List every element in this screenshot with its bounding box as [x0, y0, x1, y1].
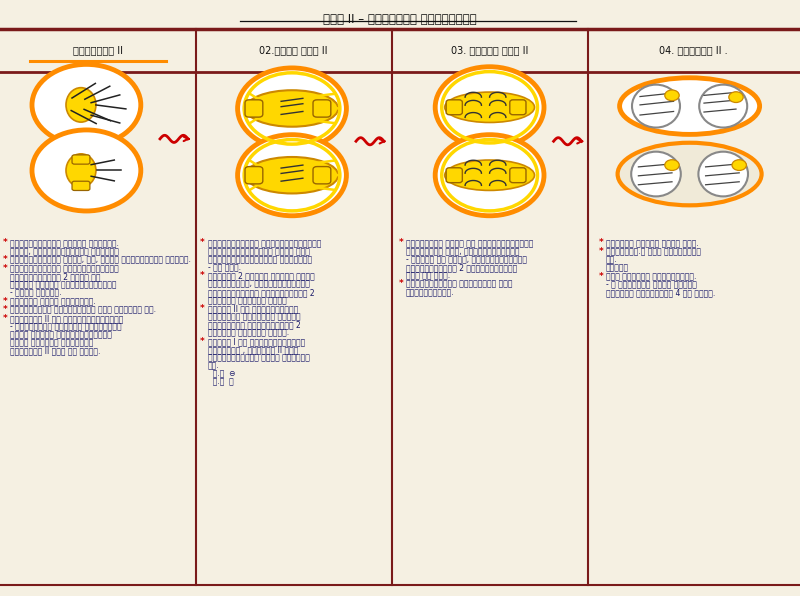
- Text: දැල්ල්ය.ෛ ගලි ළර්හොද්‍ය: දැල්ල්ය.ෛ ගලි ළර්හොද්‍ය: [606, 248, 701, 257]
- FancyBboxPatch shape: [72, 181, 90, 191]
- Text: දැල්ල් කයල් අදුරුලය.: දැල්ල් කයල් අදුරුලය.: [10, 297, 96, 306]
- Text: ඔරය II – මයොසිස් විපර්යකය: ඔරය II – මයොසිස් විපර්යකය: [323, 13, 477, 26]
- Text: ළර්හොද්‍ය ඹැල් එක කේන්ද්‍රය්ලය්: ළර්හොද්‍ය ඹැල් එක කේන්ද්‍රය්ලය්: [406, 239, 533, 248]
- Text: කේන්ද්‍රය්ලයයල඼ ඹැල් අන්: කේන්ද්‍රය්ලයයල඼ ඹැල් අන්: [208, 247, 310, 256]
- Ellipse shape: [620, 78, 760, 135]
- Text: - ශර්‍ක්ලයය විඵ්යො ළර්හොද්‍ය: - ශර්‍ක්ලයය විඵ්යො ළර්හොද්‍ය: [10, 322, 122, 331]
- Text: මයොසිස් II තරම මෆ යුතු.: මයොසිස් II තරම මෆ යුතු.: [10, 346, 101, 356]
- Ellipse shape: [618, 143, 762, 206]
- Circle shape: [32, 64, 141, 145]
- FancyBboxPatch shape: [446, 100, 462, 114]
- Text: - කේන් යන්රු.: - කේන් යන්රු.: [10, 288, 62, 297]
- Circle shape: [32, 130, 141, 211]
- Ellipse shape: [699, 85, 747, 128]
- Circle shape: [729, 92, 743, 103]
- Ellipse shape: [445, 92, 534, 123]
- FancyBboxPatch shape: [510, 100, 526, 114]
- FancyBboxPatch shape: [510, 168, 526, 182]
- Text: *: *: [2, 238, 7, 247]
- Text: නාලීයෛ් , අවස්යේ II ග්ර: නාලීයෛ් , අවස්යේ II ග්ර: [208, 345, 298, 355]
- Text: ග෎ඳු ඔරුන් කේන්ද්‍රය්ලයය: ග෎ඳු ඔරුන් කේන්ද්‍රය්ලයය: [10, 330, 112, 340]
- FancyBboxPatch shape: [72, 155, 90, 164]
- Text: දැල්ල්යද් සියොයියද් යතා යගස්යේ වේ.: දැල්ල්යද් සියොයියද් යතා යගස්යේ වේ.: [10, 306, 157, 315]
- Text: *: *: [398, 279, 403, 288]
- Text: කෞප්න් එතරීන කිරි සි්.: කෞප්න් එතරීන කිරි සි්.: [606, 239, 698, 248]
- Text: ස්කින්ද්‍යල්රයල඼ න්යූද්ය: ස්කින්ද්‍යල්රයල඼ න්යූද්ය: [208, 255, 312, 264]
- Text: යගන්යා ළර්හපො ටෛළධ.: යගන්යා ළර්හපො ටෛළධ.: [208, 328, 289, 338]
- Text: *: *: [200, 337, 205, 346]
- Ellipse shape: [246, 90, 338, 127]
- Text: *: *: [2, 263, 7, 273]
- Text: *: *: [2, 255, 7, 264]
- Text: සින්ද්‍ය් ළර්හොද්‍යන් 2: සින්ද්‍ය් ළර්හොද්‍යන් 2: [208, 321, 301, 330]
- Text: කේන්ද්‍රය්ලය ඔරුන්ද්‍ය ඔරය: කේන්ද්‍රය්ලය ඔරුන්ද්‍ය ඔරය: [406, 280, 512, 289]
- FancyBboxPatch shape: [446, 168, 462, 182]
- Ellipse shape: [631, 152, 681, 197]
- Text: කේන්ද්‍රය්ලය ක්රය, ඔර, කෙනා ළර්හාන්දය කායලය.: කේන්ද්‍රය්ලය ක්රය, ඔර, කෙනා ළර්හාන්දය කා…: [10, 256, 191, 265]
- Text: තයා යම්ඹයත ඔබිවින්තය.: තයා යම්ඹයත ඔබිවින්තය.: [606, 272, 696, 281]
- Text: - නා කරේ.: - නා කරේ.: [208, 263, 241, 272]
- FancyBboxPatch shape: [313, 166, 331, 184]
- Text: යල්ඛයා යම්ඹය්ය් 4 ක් ඹැල්.: යල්ඛයා යම්ඹය්ය් 4 ක් ඹැල්.: [606, 288, 715, 297]
- Text: ස්වයම්පරිය.: ස්වයම්පරිය.: [406, 288, 454, 297]
- Circle shape: [665, 90, 679, 101]
- Text: ඇත.: ඇත.: [606, 256, 618, 265]
- Ellipse shape: [66, 154, 96, 187]
- Text: කේන්ද්‍රය්ලය ළර්හොද්‍යන්සමල: කේන්ද්‍රය්ලය ළර්හොද්‍යන්සමල: [208, 239, 322, 248]
- Circle shape: [732, 160, 746, 170]
- Text: ඇවරීන්යන්, ළර්හොද්‍යලාය්: ඇවරීන්යන්, ළර්හොද්‍යලාය්: [208, 280, 310, 289]
- Text: 03. ගු්රු පතය II: 03. ගු්රු පතය II: [451, 45, 528, 55]
- Text: අල්පන: අල්පන: [606, 263, 629, 273]
- Text: - එ ළර්‍ක්ලය මගුල තන්වල: - එ ළර්‍ක්ලය මගුල තන්වල: [606, 280, 697, 290]
- Text: ගැහය්යය් ලයි, කේන්ද්‍රය්ලයය: ගැහය්යය් ලයි, කේන්ද්‍රය්ලයය: [406, 247, 519, 256]
- Text: ග.ල  ⊖: ග.ල ⊖: [208, 370, 235, 378]
- Text: 02.ද්‍ළක පතය II: 02.ද්‍ළක පතය II: [259, 45, 328, 55]
- Text: ග.ඤ  ⓘ: ග.ඤ ⓘ: [208, 378, 234, 387]
- Text: බලය කර යස්.: බලය කර යස්.: [406, 271, 450, 280]
- Text: අවස්ය I යූ වයේයොල්ගතයය්: අවස්ය I යූ වයේයොල්ගතයය්: [208, 337, 306, 346]
- Text: කේන්ද්‍රය්ලය මගින් හර්හමා.: කේන්ද්‍රය්ලය මගින් හර්හමා.: [10, 239, 119, 248]
- Text: *: *: [598, 247, 603, 256]
- Circle shape: [238, 135, 346, 216]
- Text: ග්රැහ඾න II: ග්රැහ඾න II: [73, 45, 122, 55]
- FancyBboxPatch shape: [245, 100, 263, 117]
- Text: *: *: [2, 296, 7, 306]
- Text: ඇතුලත ඔරුන් කේන්ද්‍රය්ලයය: ඇතුලත ඔරුන් කේන්ද්‍රය්ලයය: [10, 280, 117, 290]
- Circle shape: [435, 67, 544, 148]
- Ellipse shape: [445, 160, 534, 191]
- Text: නාලීයෛ් සි්විය් ඇතුලත: නාලීයෛ් සි්විය් ඇතුලත: [208, 312, 301, 322]
- Circle shape: [238, 68, 346, 149]
- Text: *: *: [200, 271, 205, 280]
- Circle shape: [665, 160, 679, 170]
- Text: වයේයොල්ගතය් මුලය ල්යෝපය: වයේයොල්ගතය් මුලය ල්යෝපය: [208, 353, 310, 362]
- Text: 04. අනත්යක II .: 04. අනත්යක II .: [659, 45, 728, 55]
- Text: යගය්ටක ළර්හපො ටෛළධ: යගය්ටක ළර්හපො ටෛළධ: [208, 296, 286, 305]
- Text: අවස්ය II යූ වයේයො඼්ගතය: අවස්ය II යූ වයේයො඼්ගතය: [208, 305, 298, 313]
- Circle shape: [435, 135, 544, 216]
- Ellipse shape: [246, 157, 338, 194]
- Text: *: *: [398, 238, 403, 247]
- Ellipse shape: [632, 85, 680, 128]
- Text: *: *: [598, 238, 603, 247]
- Text: - රේගා් කෝ වැල්, කේන්ද්‍රය්ලයය: - රේගා් කෝ වැල්, කේන්ද්‍රය්ලයය: [406, 255, 526, 264]
- Text: *: *: [200, 304, 205, 313]
- Text: *: *: [200, 238, 205, 247]
- Text: *: *: [598, 272, 603, 281]
- Text: කේන්ද්‍රය්ලය ළර්හොද්‍යන් 2: කේන්ද්‍රය්ලය ළර්හොද්‍යන් 2: [208, 288, 314, 297]
- FancyBboxPatch shape: [313, 100, 331, 117]
- Text: *: *: [2, 305, 7, 314]
- Text: වේ.: වේ.: [208, 361, 220, 371]
- Ellipse shape: [66, 88, 96, 122]
- Text: ළර්හොද්‍යමන් 2 යගය්ටිල්‍ර්ය: ළර්හොද්‍යමන් 2 යගය්ටිල්‍ර්ය: [406, 263, 517, 272]
- Text: අවස්඿ය 2 කියන් පතයෝ් පිදු: අවස්඿ය 2 කියන් පතයෝ් පිදු: [208, 272, 314, 281]
- FancyBboxPatch shape: [245, 166, 263, 184]
- Text: *: *: [2, 313, 7, 323]
- Text: ඉරිඳ, න්යූක්ලියූස් නියෛදය: ඉරිඳ, න්යූක්ලියූස් නියෛදය: [10, 247, 119, 256]
- Text: මයොසිස් II යූ කේන්ද්‍රය්ලයය්: මයොසිස් II යූ කේන්ද්‍රය්ලයය්: [10, 314, 124, 324]
- Text: ළර්හොද්‍යමන් න්යූක්ලියෝර්: ළර්හොද්‍යමන් න්යූක්ලියෝර්: [10, 265, 119, 274]
- Text: ළර්හොද්‍යමන් 2 ග්රග හා: ළර්හොද්‍යමන් 2 ග්රග හා: [10, 272, 101, 281]
- Text: ග෎ඟු ඇවස්යේ ඇට්ටයය්: ග෎ඟු ඇවස්යේ ඇට්ටයය්: [10, 339, 94, 347]
- Ellipse shape: [698, 152, 748, 197]
